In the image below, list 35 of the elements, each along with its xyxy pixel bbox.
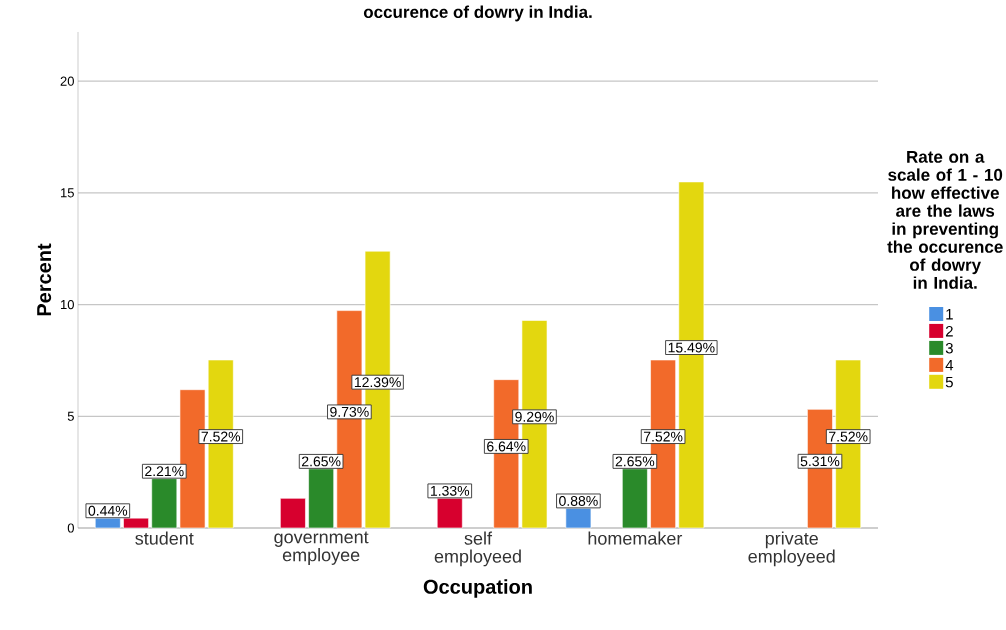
data-label: 2.21% [145, 466, 184, 477]
data-label: 2.65% [615, 456, 655, 467]
legend-title: Rate on a scale of 1 - 10 how effective are the laws in preventing the occurence of dowry in India. [887, 151, 1003, 289]
data-label: 5.31% [800, 456, 840, 467]
data-label: 2.65% [302, 456, 341, 467]
data-label: 1.33% [430, 485, 470, 496]
y-axis-title: Percent [37, 243, 52, 316]
x-tick-label: private employeed [748, 531, 835, 567]
data-label: 7.52% [643, 431, 683, 442]
x-tick-label: homemaker [588, 531, 683, 545]
data-label: 7.52% [829, 431, 868, 442]
legend-label: 4 [945, 359, 954, 371]
x-tick-label: self employeed [434, 531, 521, 567]
legend-label: 5 [945, 376, 953, 388]
bar [280, 497, 306, 529]
y-tick-label: 20 [60, 76, 74, 86]
y-tick-label: 0 [67, 523, 74, 533]
data-label: 9.29% [515, 411, 554, 422]
y-tick-label: 15 [61, 188, 74, 198]
data-label: 6.64% [487, 441, 526, 452]
data-label: 7.52% [201, 431, 241, 442]
data-label: 15.49% [668, 342, 715, 353]
x-tick-label: student [135, 531, 194, 545]
x-axis-title: Occupation [423, 579, 532, 598]
data-label: 0.44% [88, 505, 128, 516]
legend-label: 2 [945, 325, 953, 337]
data-label: 9.73% [330, 406, 369, 417]
y-tick-label: 10 [61, 299, 74, 310]
legend-label: 3 [945, 342, 953, 354]
x-tick-label: government employee [274, 531, 369, 565]
data-label: 12.39% [354, 377, 401, 388]
y-tick-label: 5 [67, 411, 74, 421]
legend-label: 1 [946, 309, 953, 320]
chart-title: occurence of dowry in India. [363, 5, 592, 22]
data-label: 0.88% [559, 495, 598, 506]
